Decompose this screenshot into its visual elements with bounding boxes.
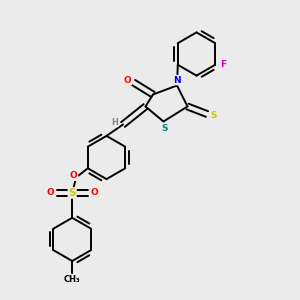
Text: O: O bbox=[70, 171, 78, 180]
Text: CH₃: CH₃ bbox=[64, 274, 80, 284]
Text: O: O bbox=[46, 188, 54, 197]
Text: S: S bbox=[210, 111, 217, 120]
Text: O: O bbox=[124, 76, 131, 85]
Text: S: S bbox=[162, 124, 168, 133]
Text: S: S bbox=[68, 188, 76, 198]
Text: F: F bbox=[220, 60, 227, 69]
Text: H: H bbox=[111, 118, 118, 127]
Text: N: N bbox=[173, 76, 181, 85]
Text: O: O bbox=[91, 188, 98, 197]
